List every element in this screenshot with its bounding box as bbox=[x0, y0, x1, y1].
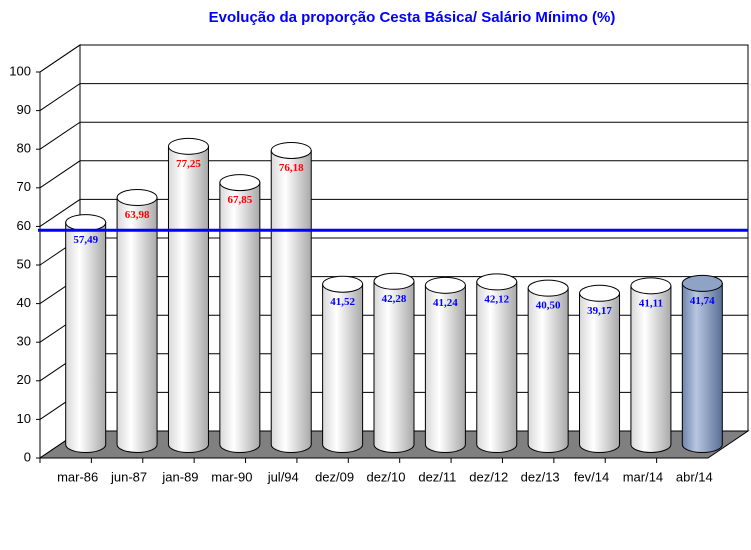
value-label: 57,49 bbox=[73, 234, 98, 246]
bar-top bbox=[116, 189, 158, 207]
bar bbox=[527, 287, 569, 453]
y-tick-label: 0 bbox=[24, 449, 31, 464]
grid-line bbox=[39, 44, 748, 73]
bar-top bbox=[476, 273, 518, 291]
x-tick-label: jul/94 bbox=[267, 469, 299, 484]
x-tick-label: fev/14 bbox=[574, 469, 609, 484]
y-tick-label: 100 bbox=[9, 63, 31, 78]
grid-line bbox=[39, 83, 748, 112]
x-tick-label: abr/14 bbox=[676, 469, 713, 484]
bar bbox=[322, 283, 364, 453]
bar-top bbox=[167, 137, 209, 155]
x-tick-label: dez/11 bbox=[418, 469, 456, 484]
bar bbox=[424, 284, 466, 453]
bar-top bbox=[373, 272, 415, 290]
bar bbox=[219, 182, 261, 453]
bar bbox=[65, 222, 107, 453]
value-label: 41,11 bbox=[639, 297, 663, 309]
value-label: 41,74 bbox=[690, 295, 715, 307]
bar bbox=[373, 280, 415, 453]
value-label: 76,18 bbox=[279, 162, 304, 174]
y-tick-label: 30 bbox=[17, 334, 31, 349]
y-tick-label: 60 bbox=[17, 218, 31, 233]
bar bbox=[167, 145, 209, 453]
value-label: 77,25 bbox=[176, 158, 201, 170]
bar bbox=[630, 285, 672, 453]
bar bbox=[476, 281, 518, 453]
value-label: 41,24 bbox=[433, 297, 458, 309]
bar bbox=[116, 197, 158, 453]
bar-top bbox=[630, 277, 672, 295]
x-tick-label: jan-89 bbox=[161, 469, 198, 484]
bar bbox=[681, 282, 723, 453]
bar-top bbox=[270, 141, 312, 159]
bar-top bbox=[681, 274, 723, 292]
x-tick-label: dez/10 bbox=[366, 469, 405, 484]
value-label: 40,50 bbox=[536, 300, 561, 312]
x-tick-label: dez/13 bbox=[521, 469, 560, 484]
y-tick-label: 20 bbox=[17, 372, 31, 387]
y-tick-label: 10 bbox=[17, 411, 31, 426]
value-label: 42,12 bbox=[484, 293, 509, 305]
bar-top bbox=[322, 275, 364, 293]
bar-top bbox=[219, 174, 261, 192]
value-label: 63,98 bbox=[125, 209, 150, 221]
x-tick-label: dez/09 bbox=[315, 469, 354, 484]
x-tick-label: mar/14 bbox=[623, 469, 663, 484]
value-label: 42,28 bbox=[382, 293, 407, 305]
value-label: 67,85 bbox=[227, 194, 252, 206]
x-tick-label: mar-90 bbox=[211, 469, 252, 484]
y-tick-label: 90 bbox=[17, 102, 31, 117]
y-tick-label: 50 bbox=[17, 256, 31, 271]
bar-top bbox=[579, 284, 621, 302]
grid-line bbox=[39, 198, 748, 227]
value-label: 41,52 bbox=[330, 296, 355, 308]
chart-title: Evolução da proporção Cesta Básica/ Salá… bbox=[209, 9, 616, 26]
bar-top bbox=[527, 279, 569, 297]
bar bbox=[270, 149, 312, 453]
grid-line bbox=[39, 121, 748, 150]
grid-line bbox=[39, 160, 748, 189]
x-tick-label: jun-87 bbox=[110, 469, 147, 484]
value-label: 39,17 bbox=[587, 305, 612, 317]
y-tick-label: 40 bbox=[17, 295, 31, 310]
y-tick-label: 70 bbox=[17, 179, 31, 194]
y-tick-label: 80 bbox=[17, 141, 31, 156]
bar-top bbox=[65, 214, 107, 232]
bar-top bbox=[424, 276, 466, 294]
bar bbox=[579, 292, 621, 453]
x-tick-label: dez/12 bbox=[469, 469, 508, 484]
x-tick-label: mar-86 bbox=[57, 469, 98, 484]
